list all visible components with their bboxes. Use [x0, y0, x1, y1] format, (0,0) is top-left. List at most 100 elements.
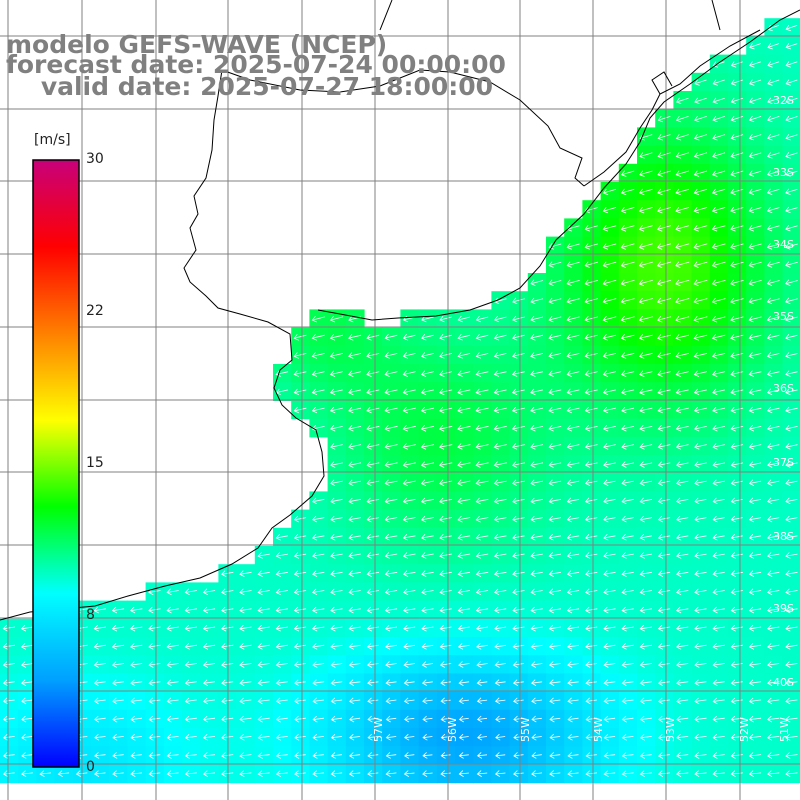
wind-arrow — [785, 661, 798, 668]
wind-arrow — [420, 515, 434, 523]
wind-arrow — [367, 770, 379, 777]
wind-arrow — [513, 697, 524, 705]
wind-arrow — [712, 134, 726, 141]
wind-arrow — [730, 170, 744, 177]
wind-arrow — [184, 734, 197, 741]
colorbar-unit: [m/s] — [34, 132, 71, 148]
wind-arrow — [767, 479, 780, 486]
wind-arrow — [294, 770, 306, 778]
wind-arrow — [420, 388, 434, 396]
wind-arrow — [730, 624, 743, 632]
wind-arrow — [311, 315, 325, 323]
wind-arrow — [475, 406, 489, 414]
wind-arrow — [493, 297, 507, 305]
wind-arrow — [549, 697, 561, 705]
wind-arrow — [621, 497, 634, 505]
wind-arrow — [602, 243, 617, 250]
wind-arrow — [566, 461, 580, 468]
wind-arrow — [657, 515, 671, 523]
wind-arrow — [348, 552, 361, 559]
wind-arrow — [20, 624, 34, 632]
wind-arrow — [621, 570, 634, 577]
wind-arrow — [530, 624, 543, 632]
wind-arrow — [657, 188, 671, 196]
wind-arrow — [385, 661, 397, 668]
wind-arrow — [693, 225, 708, 232]
wind-arrow — [584, 479, 598, 486]
wind-arrow — [184, 752, 197, 759]
wind-arrow — [585, 679, 598, 687]
wind-arrow — [112, 752, 124, 759]
wind-arrow — [785, 624, 798, 632]
wind-arrow — [694, 770, 707, 778]
wind-arrow — [548, 370, 562, 377]
wind-arrow — [748, 734, 762, 741]
wind-arrow — [730, 534, 743, 541]
wind-arrow — [530, 406, 544, 414]
wind-arrow — [257, 606, 270, 614]
wind-arrow — [548, 297, 562, 305]
wind-arrow — [711, 279, 726, 287]
wind-arrow — [293, 624, 307, 632]
wind-arrow — [348, 334, 362, 341]
wind-arrow — [384, 515, 398, 523]
wind-arrow — [493, 515, 507, 523]
wind-arrow — [603, 515, 616, 523]
wind-arrow — [730, 588, 743, 596]
wind-arrow — [657, 734, 671, 741]
wind-arrow — [366, 370, 380, 377]
wind-arrow — [402, 570, 416, 577]
wind-arrow — [421, 570, 434, 577]
wind-arrow — [166, 715, 179, 723]
wind-arrow — [694, 588, 707, 596]
wind-arrow — [421, 661, 434, 668]
wind-arrow — [493, 425, 507, 432]
wind-arrow — [767, 115, 780, 123]
wind-arrow — [730, 443, 744, 450]
wind-arrow — [712, 170, 726, 177]
wind-arrow — [621, 697, 634, 705]
wind-arrow — [639, 752, 652, 759]
wind-arrow — [694, 497, 707, 505]
wind-arrow — [439, 643, 452, 650]
wind-arrow — [458, 697, 469, 705]
wind-arrow — [656, 279, 672, 287]
wind-arrow — [475, 334, 489, 341]
wind-arrow — [549, 715, 561, 723]
wind-arrow — [603, 697, 616, 705]
wind-arrow — [494, 697, 506, 705]
wind-arrow — [748, 406, 762, 414]
wind-arrow — [730, 570, 743, 577]
wind-arrow — [620, 370, 635, 377]
wind-arrow — [712, 79, 725, 86]
wind-arrow — [730, 388, 744, 396]
wind-arrow — [748, 424, 762, 432]
wind-arrow — [767, 679, 780, 687]
wind-arrow — [638, 279, 653, 287]
wind-arrow — [603, 624, 616, 632]
wind-arrow — [475, 388, 489, 396]
wind-arrow — [603, 588, 616, 596]
wind-arrow — [548, 661, 561, 668]
wind-arrow — [675, 370, 689, 377]
wind-arrow — [639, 734, 652, 741]
wind-arrow — [766, 261, 780, 268]
wind-arrow — [748, 79, 762, 86]
wind-arrow — [494, 679, 506, 686]
wind-arrow — [293, 515, 307, 523]
wind-arrow — [20, 679, 34, 687]
wind-arrow — [184, 624, 197, 632]
wind-arrow — [603, 679, 616, 687]
wind-arrow — [584, 261, 599, 268]
wind-arrow — [184, 715, 197, 723]
wind-arrow — [785, 352, 798, 359]
wind-arrow — [657, 115, 671, 123]
wind-arrow — [531, 752, 542, 759]
wind-arrow — [657, 479, 671, 486]
wind-arrow — [294, 715, 306, 723]
wind-arrow — [748, 352, 762, 359]
wind-arrow — [584, 225, 598, 232]
wind-arrow — [675, 261, 690, 268]
wind-arrow — [384, 534, 398, 541]
wind-arrow — [730, 552, 743, 559]
